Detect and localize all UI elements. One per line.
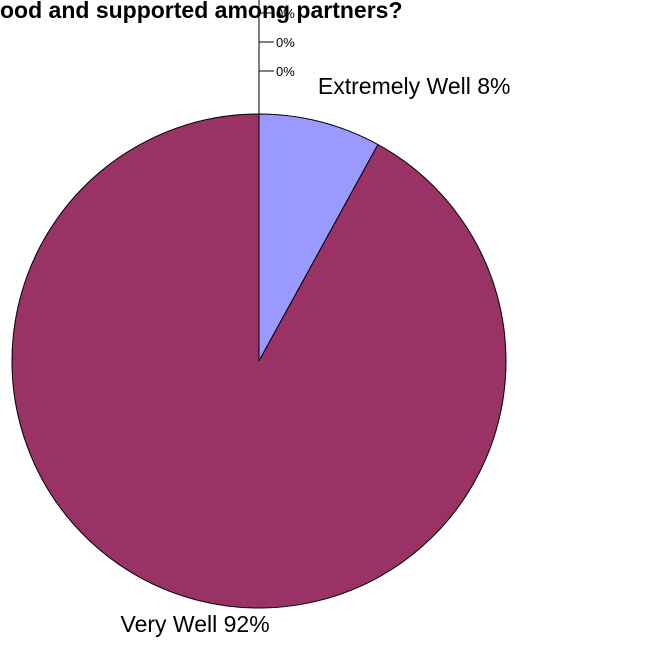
pie-slices bbox=[11, 113, 507, 609]
pie-slice-extremely-well bbox=[258, 113, 379, 362]
zero-slice-label-0: 0% bbox=[276, 6, 295, 21]
pie-slice-very-well bbox=[11, 113, 507, 609]
pie-labels: Extremely Well 8% Very Well 92% 0% 0% 0% bbox=[121, 0, 511, 637]
chart-title: ood and supported among partners? bbox=[0, 0, 403, 23]
zero-slice-label-2: 0% bbox=[276, 64, 295, 79]
data-label-very-well: Very Well 92% bbox=[121, 611, 270, 637]
zero-slice-label-1: 0% bbox=[276, 35, 295, 50]
data-label-extremely-well: Extremely Well 8% bbox=[318, 73, 511, 99]
